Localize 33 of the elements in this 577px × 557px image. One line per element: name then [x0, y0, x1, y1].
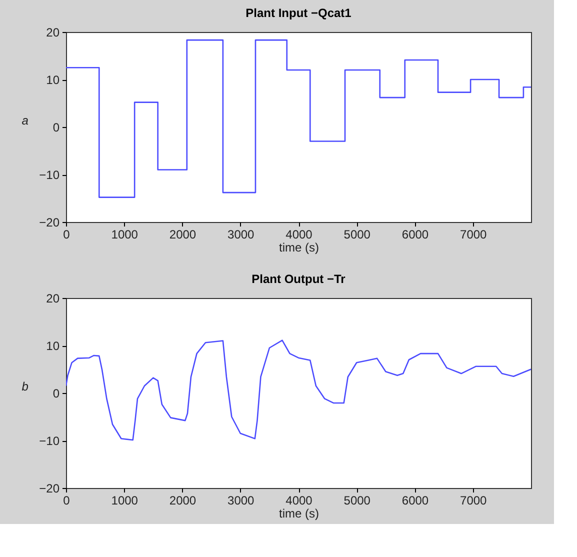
- x-tick-label: 1000: [111, 228, 138, 242]
- y-tick-label: 20: [46, 292, 60, 306]
- x-tick-label: 3000: [228, 228, 255, 242]
- x-tick-label: 6000: [402, 494, 429, 508]
- x-tick-label: 5000: [344, 494, 371, 508]
- x-tick-label: 6000: [402, 228, 429, 242]
- chart-title: Plant Output −Tr: [252, 272, 346, 286]
- x-axis-title: time (s): [279, 240, 319, 254]
- x-tick-label: 5000: [344, 228, 371, 242]
- chart-title: Plant Input −Qcat1: [246, 6, 352, 20]
- y-tick-label: −20: [39, 216, 60, 230]
- y-tick-label: −10: [39, 168, 60, 182]
- line-series: [66, 340, 531, 441]
- x-tick-label: 2000: [169, 228, 196, 242]
- y-tick-label: 10: [46, 73, 60, 87]
- x-tick-label: 7000: [460, 228, 488, 242]
- x-tick-label: 4000: [286, 228, 313, 242]
- x-tick-label: 2000: [169, 494, 196, 508]
- y-axis-title: a: [22, 114, 29, 128]
- x-tick-label: 3000: [228, 494, 255, 508]
- y-tick-label: 10: [46, 339, 60, 353]
- y-tick-label: −10: [39, 434, 60, 448]
- x-tick-label: 7000: [460, 494, 488, 508]
- x-tick-label: 0: [63, 228, 70, 242]
- x-tick-label: 0: [63, 494, 70, 508]
- x-tick-label: 1000: [111, 494, 138, 508]
- y-tick-label: −20: [39, 482, 60, 496]
- y-tick-label: 0: [52, 386, 60, 400]
- x-axis-title: time (s): [279, 506, 319, 520]
- y-axis-title: b: [22, 380, 29, 394]
- y-tick-label: 0: [52, 120, 60, 134]
- y-tick-label: 20: [46, 26, 60, 40]
- x-tick-label: 4000: [286, 494, 313, 508]
